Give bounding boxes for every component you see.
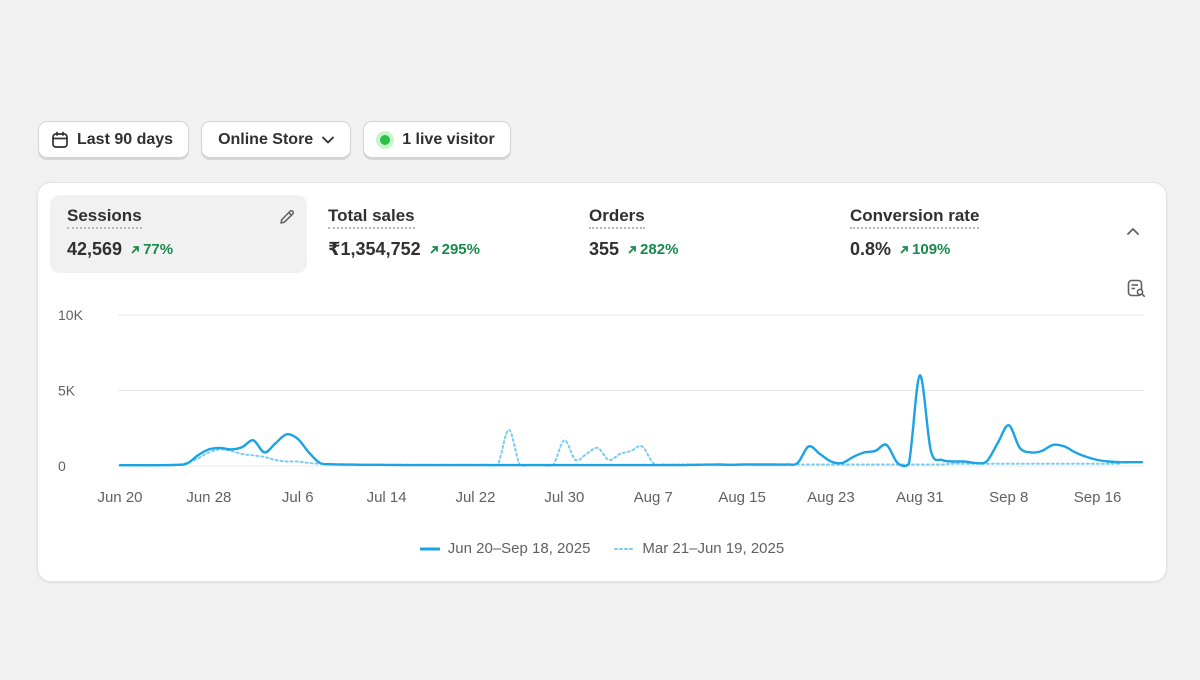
report-search-icon[interactable] (1126, 278, 1146, 303)
legend-label: Jun 20–Sep 18, 2025 (447, 540, 591, 557)
legend-item-previous[interactable]: Mar 21–Jun 19, 2025 (614, 540, 784, 557)
legend-item-current[interactable]: Jun 20–Sep 18, 2025 (419, 540, 591, 557)
sessions-line-chart: 0 5K 10K Jun 20 Jun 28 Jul 6 Jul 14 Jul 22 Jul 3… (58, 307, 1144, 506)
chevron-up-icon[interactable] (1125, 224, 1141, 242)
live-visitor-button[interactable]: 1 live visitor (363, 121, 511, 158)
x-tick-label: Jul 22 (455, 489, 495, 506)
x-tick-label: Aug 23 (807, 489, 855, 506)
channel-label: Online Store (218, 130, 314, 148)
legend-dotted-line-icon (614, 547, 635, 550)
x-tick-label: Sep 8 (989, 489, 1028, 506)
metric-tab-conversion-rate[interactable]: Conversion rate 0.8% 109% (833, 195, 1090, 273)
metric-change: 282% (627, 241, 678, 258)
x-tick-label: Aug 7 (634, 489, 673, 506)
series-line-previous (119, 428, 1121, 467)
metric-change-value: 282% (640, 241, 679, 258)
x-tick-label: Jun 28 (186, 489, 231, 506)
analytics-card: Sessions 42,569 77% Total sales ₹1,354,7… (37, 182, 1167, 582)
metric-change-value: 109% (912, 241, 951, 258)
arrow-up-right-icon (900, 245, 908, 254)
arrow-up-right-icon (628, 245, 636, 254)
legend-label: Mar 21–Jun 19, 2025 (642, 540, 785, 557)
metric-value: 0.8% (850, 239, 892, 259)
metric-label: Orders (589, 206, 645, 229)
metric-label: Conversion rate (850, 206, 980, 229)
x-tick-label: Jul 30 (544, 489, 584, 506)
live-visitor-label: 1 live visitor (402, 130, 495, 148)
chevron-down-icon (321, 135, 335, 145)
y-tick-label: 0 (58, 458, 66, 474)
metric-tab-total-sales[interactable]: Total sales ₹1,354,752 295% (311, 195, 568, 273)
metric-tab-orders[interactable]: Orders 355 282% (572, 195, 829, 273)
pencil-icon[interactable] (277, 207, 297, 232)
x-tick-label: Aug 31 (896, 489, 944, 506)
x-tick-label: Jun 20 (97, 489, 142, 506)
chart-legend: Jun 20–Sep 18, 2025 Mar 21–Jun 19, 2025 (38, 540, 1166, 557)
metric-change: 77% (130, 241, 173, 258)
metric-tab-sessions[interactable]: Sessions 42,569 77% (50, 195, 307, 273)
y-tick-label: 5K (58, 383, 76, 399)
date-range-label: Last 90 days (77, 130, 174, 148)
y-tick-label: 10K (58, 307, 84, 323)
x-tick-label: Jul 14 (367, 489, 407, 506)
metric-change-value: 295% (441, 241, 480, 258)
x-tick-label: Sep 16 (1074, 489, 1122, 506)
series-line-current (118, 374, 1144, 468)
live-dot-icon (376, 130, 395, 149)
calendar-icon (51, 131, 69, 149)
metric-change-value: 77% (143, 241, 174, 258)
date-range-button[interactable]: Last 90 days (38, 121, 190, 158)
legend-solid-line-icon (419, 547, 440, 550)
metric-label: Total sales (328, 206, 415, 229)
metric-value: 42,569 (67, 239, 123, 259)
metric-value: 355 (589, 239, 620, 259)
metric-change: 109% (899, 241, 950, 258)
metric-change: 295% (429, 241, 480, 258)
arrow-up-right-icon (429, 245, 438, 254)
x-tick-label: Aug 15 (718, 489, 766, 506)
metric-label: Sessions (67, 206, 142, 229)
metric-value: ₹1,354,752 (328, 239, 421, 259)
channel-select-button[interactable]: Online Store (201, 121, 352, 158)
arrow-up-right-icon (131, 245, 139, 254)
x-tick-label: Jul 6 (282, 489, 314, 506)
filter-bar: Last 90 days Online Store 1 live visitor (38, 121, 511, 158)
